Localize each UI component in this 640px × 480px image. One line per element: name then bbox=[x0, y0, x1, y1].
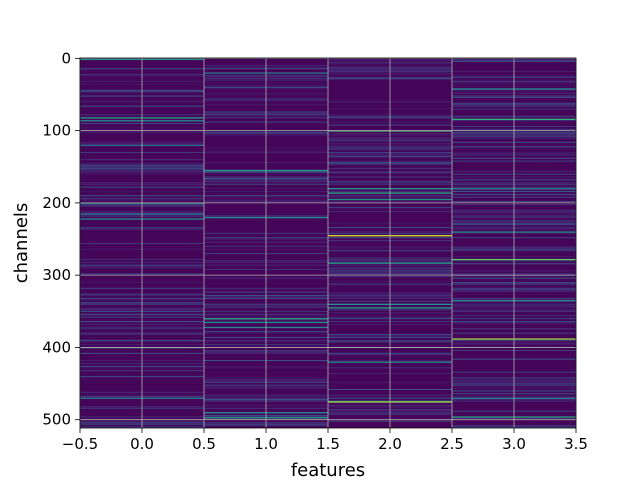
y-tick-label: 400 bbox=[42, 338, 71, 356]
x-tick-label: −0.5 bbox=[62, 435, 98, 453]
x-tick-label: 0.5 bbox=[192, 435, 216, 453]
x-tick-label: 3.5 bbox=[564, 435, 588, 453]
x-axis-label: features bbox=[291, 460, 365, 480]
y-tick-label: 300 bbox=[42, 266, 71, 284]
y-tick-label: 100 bbox=[42, 122, 71, 140]
x-axis-ticks: −0.5 0.0 0.5 1.0 1.5 2.0 2.5 3.0 3.5 bbox=[62, 428, 588, 453]
x-tick-label: 1.5 bbox=[316, 435, 340, 453]
x-tick-label: 2.0 bbox=[378, 435, 402, 453]
x-tick-label: 2.5 bbox=[440, 435, 464, 453]
y-tick-label: 500 bbox=[42, 411, 71, 429]
x-tick-label: 1.0 bbox=[254, 435, 278, 453]
x-tick-label: 0.0 bbox=[130, 435, 154, 453]
y-tick-label: 0 bbox=[61, 49, 71, 67]
x-tick-label: 3.0 bbox=[502, 435, 526, 453]
y-axis-ticks: 0 100 200 300 400 500 bbox=[42, 49, 80, 429]
y-tick-label: 200 bbox=[42, 194, 71, 212]
y-axis-label: channels bbox=[11, 203, 32, 284]
